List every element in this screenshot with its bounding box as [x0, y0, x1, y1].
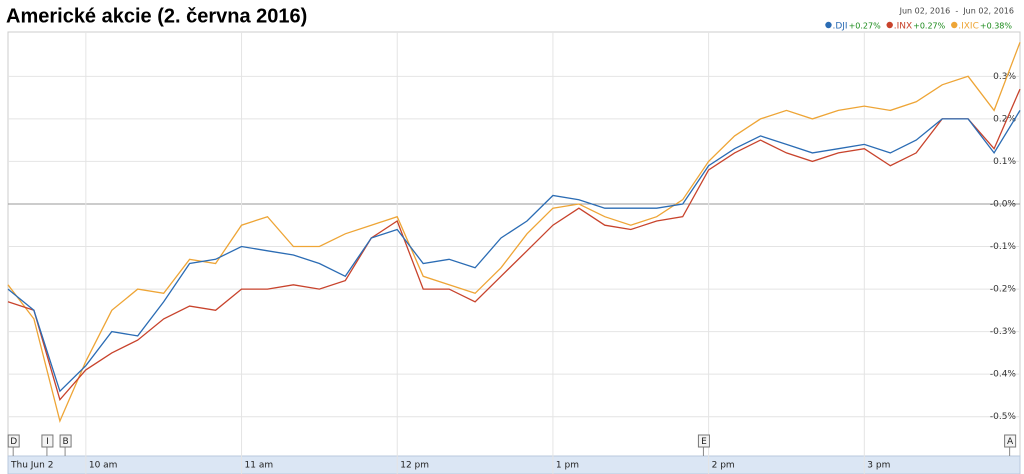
legend-dot — [886, 21, 893, 29]
plot-frame — [7, 31, 1021, 457]
series-line — [7, 110, 1021, 393]
legend-change: +0.27% — [913, 22, 946, 31]
flag-box — [59, 434, 72, 448]
x-axis-bar — [7, 455, 1021, 474]
y-tick-label: -0.4% — [990, 370, 1017, 380]
flag-label: D — [10, 437, 17, 447]
x-tick-label: 2 pm — [712, 461, 735, 471]
flag-box — [1004, 434, 1017, 448]
x-tick-label: 12 pm — [400, 461, 429, 471]
legend-change: +0.27% — [849, 22, 882, 31]
x-tick-label: 11 am — [245, 461, 274, 471]
y-tick-label: 0.2% — [993, 114, 1016, 124]
flag-box — [7, 434, 20, 448]
y-tick-label: -0.5% — [990, 412, 1017, 422]
legend-dot — [951, 21, 958, 29]
legend-name: .DJI — [832, 22, 847, 32]
legend-change: +0.38% — [980, 22, 1013, 31]
flag-label: E — [701, 437, 707, 447]
chart-title: Americké akcie (2. června 2016) — [6, 5, 307, 27]
y-tick-label: -0.3% — [990, 327, 1017, 337]
y-tick-label: -0.1% — [990, 242, 1017, 252]
legend-name: .INX — [894, 22, 912, 32]
date-range: Jun 02, 2016 - Jun 02, 2016 — [899, 7, 1014, 16]
flag-box — [41, 434, 54, 448]
flag-label: I — [46, 437, 49, 447]
legend-name: .IXIC — [958, 22, 979, 32]
series-line — [7, 88, 1021, 402]
y-tick-label: 0.1% — [993, 157, 1016, 167]
x-tick-label: 1 pm — [556, 461, 579, 471]
flag-label: A — [1007, 437, 1014, 447]
legend: .DJI +0.27% .INX +0.27% .IXIC +0.38% — [825, 22, 1012, 32]
legend-dot — [825, 21, 832, 29]
series-line — [7, 42, 1021, 424]
x-tick-label: 3 pm — [867, 461, 890, 471]
x-tick-label: 10 am — [89, 461, 118, 471]
y-tick-label: -0.2% — [990, 285, 1017, 295]
y-tick-label: -0.0% — [990, 199, 1017, 209]
x-tick-label: Thu Jun 2 — [10, 461, 53, 471]
y-tick-label: 0.3% — [993, 72, 1016, 82]
flag-label: B — [62, 437, 68, 447]
flag-box — [697, 434, 710, 448]
